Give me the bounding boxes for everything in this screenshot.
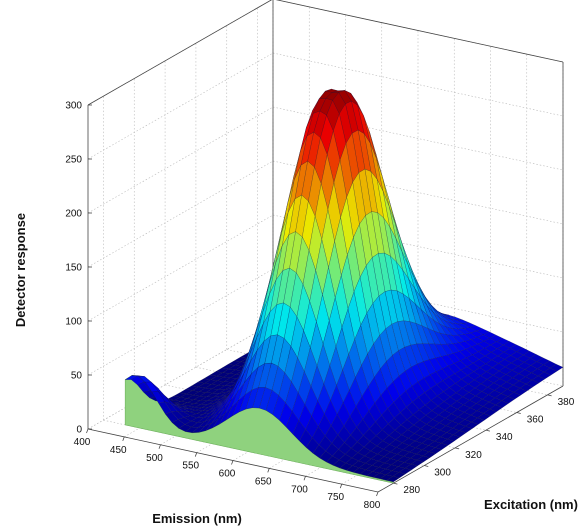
y-tick-label: 320 — [465, 450, 482, 461]
x-tick-mark — [231, 460, 234, 465]
x-tick-mark — [194, 452, 198, 457]
y-tick-mark — [454, 447, 460, 450]
grid-line — [87, 214, 274, 322]
z-tick-label: 0 — [76, 425, 82, 436]
x-tick-label: 600 — [219, 469, 236, 480]
z-tick-label: 300 — [65, 101, 82, 112]
x-tick-label: 450 — [110, 445, 127, 456]
frame-edge — [275, 0, 564, 63]
grid-line — [87, 322, 274, 430]
x-tick-mark — [158, 444, 161, 449]
y-tick-mark — [547, 394, 552, 397]
x-tick-mark — [267, 468, 270, 473]
z-tick-label: 200 — [65, 209, 82, 220]
y-tick-mark — [516, 412, 521, 414]
frame-edge — [87, 0, 273, 106]
surface-cell — [549, 363, 564, 372]
y-tick-mark — [424, 465, 429, 467]
y-axis-title: Excitation (nm) — [484, 497, 578, 512]
surface-layer — [124, 88, 564, 484]
x-tick-mark — [122, 436, 125, 442]
x-tick-label: 500 — [146, 453, 163, 464]
surface-cell — [440, 438, 455, 446]
y-axis-line — [377, 385, 564, 493]
x-tick-mark — [339, 483, 343, 489]
y-tick-label: 340 — [496, 432, 513, 443]
z-tick-label: 250 — [65, 155, 82, 166]
x-tick-label: 550 — [182, 461, 199, 472]
surface-cell — [386, 476, 401, 483]
grid-line — [87, 106, 274, 214]
surface-cell — [416, 455, 431, 463]
y-tick-mark — [485, 429, 491, 432]
grid-line — [87, 52, 274, 160]
surface-cell — [477, 413, 491, 421]
z-tick-label: 50 — [71, 371, 83, 382]
x-tick-label: 750 — [327, 492, 344, 503]
x-tick-label: 650 — [255, 476, 272, 487]
grid-line — [87, 160, 274, 268]
x-tick-label: 400 — [74, 437, 91, 448]
y-tick-label: 280 — [403, 485, 420, 496]
y-tick-label: 360 — [527, 415, 544, 426]
x-axis-line — [87, 428, 379, 493]
z-tick-label: 150 — [65, 263, 82, 274]
z-axis-title: Detector response — [13, 213, 28, 327]
x-tick-mark — [303, 476, 306, 481]
y-tick-mark — [393, 482, 398, 485]
x-axis-title: Emission (nm) — [152, 511, 242, 526]
x-tick-mark — [376, 491, 379, 497]
y-tick-label: 300 — [434, 468, 451, 479]
y-tick-label: 380 — [558, 397, 575, 408]
x-tick-label: 700 — [291, 484, 308, 495]
axis-layer: 0 50 100 150 200 250 300 400 450 500 550 600 650 700 7… — [65, 101, 574, 512]
surface-cell — [446, 434, 461, 442]
surface-cell — [507, 391, 522, 400]
surface-cell — [458, 426, 473, 434]
x-tick-mark — [86, 428, 89, 434]
grid-line — [87, 268, 274, 376]
z-tick-label: 100 — [65, 317, 82, 328]
x-tick-label: 800 — [364, 500, 381, 511]
